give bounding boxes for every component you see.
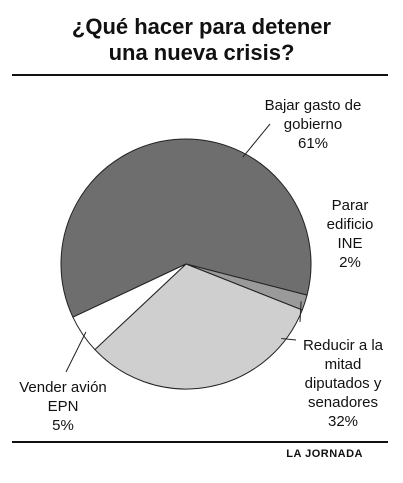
- slice-label-line: EPN: [47, 398, 79, 415]
- slice-label-line: Bajar gasto de: [264, 97, 362, 114]
- slice-value: 61%: [297, 135, 329, 152]
- slice-label-reducir-diputados: Reducir a la mitad diputados y senadores…: [288, 336, 398, 431]
- slice-label-line: gobierno: [283, 116, 343, 133]
- slice-label-line: edificio: [326, 216, 374, 233]
- slice-label-bajar-gasto: Bajar gasto de gobierno 61%: [248, 96, 378, 153]
- slice-label-line: INE: [337, 235, 363, 252]
- pie-slices: [60, 138, 312, 390]
- slice-value: 2%: [339, 254, 361, 271]
- slice-reducir-diputados: [94, 263, 303, 390]
- slice-label-line: diputados y: [304, 375, 382, 392]
- slice-label-line: Vender avión: [19, 379, 107, 396]
- slice-label-line: Reducir a la: [302, 337, 384, 354]
- source-credit: LA JORNADA: [286, 448, 363, 460]
- slice-value: 5%: [52, 417, 74, 434]
- slice-bajar-gasto: [60, 138, 312, 318]
- bottom-rule: [12, 441, 388, 443]
- title-line-2: una nueva crisis?: [108, 40, 295, 65]
- top-rule: [12, 74, 388, 76]
- chart-title: ¿Qué hacer para detener una nueva crisis…: [0, 14, 403, 66]
- slice-label-line: mitad: [324, 356, 362, 373]
- title-line-1: ¿Qué hacer para detener: [71, 14, 332, 39]
- slice-label-line: senadores: [307, 394, 379, 411]
- leader-lines: [65, 123, 302, 373]
- slice-label-parar-edificio: Parar edificio INE 2%: [310, 196, 390, 272]
- slice-label-line: Parar: [331, 197, 369, 214]
- leader-line: [299, 301, 302, 323]
- leader-line: [65, 331, 87, 373]
- slice-vender-avion: [72, 263, 187, 351]
- slice-label-vender-avion: Vender avión EPN 5%: [8, 378, 118, 435]
- leader-line: [281, 338, 297, 341]
- leader-line: [242, 123, 271, 158]
- slice-value: 32%: [327, 413, 359, 430]
